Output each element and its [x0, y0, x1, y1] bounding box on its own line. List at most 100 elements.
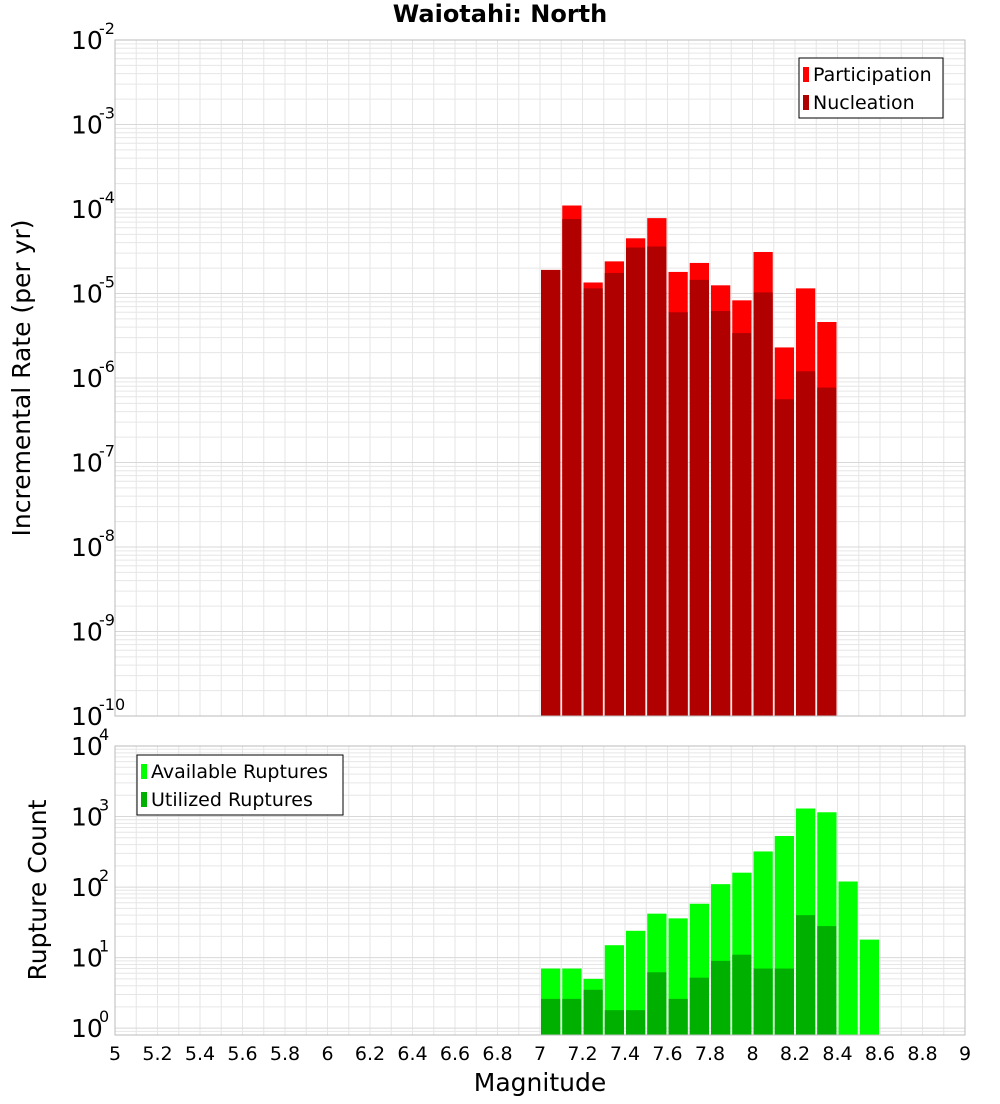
y-tick-label: 10-7 — [71, 442, 115, 478]
y-tick-base: 10 — [71, 944, 103, 973]
x-tick-label: 7 — [534, 1043, 546, 1065]
x-tick-label: 5 — [109, 1043, 121, 1065]
utilized-ruptures-bar — [732, 954, 752, 1035]
x-axis-label: Magnitude — [474, 1068, 606, 1097]
nucleation-bar — [711, 311, 731, 716]
x-tick-label: 8.2 — [780, 1043, 810, 1065]
y-tick-label: 100 — [71, 1007, 109, 1043]
y-tick-label: 10-6 — [71, 357, 115, 393]
available-ruptures-bar — [626, 930, 646, 1035]
y-tick-exponent: -4 — [99, 188, 115, 207]
legend-label: Utilized Ruptures — [151, 789, 313, 811]
y-tick-exponent: 4 — [99, 725, 109, 744]
nucleation-bar — [753, 292, 773, 716]
x-tick-label: 5.8 — [270, 1043, 300, 1065]
x-tick-label: 7.6 — [652, 1043, 682, 1065]
legend-swatch — [141, 792, 147, 807]
y-tick-exponent: -7 — [99, 442, 115, 461]
utilized-ruptures-bar — [604, 1010, 624, 1035]
utilized-ruptures-bars — [541, 915, 837, 1035]
legend-swatch — [803, 95, 809, 110]
utilized-ruptures-bar — [689, 977, 709, 1035]
y-tick-label: 10-5 — [71, 273, 115, 309]
y-tick-label: 102 — [71, 866, 109, 902]
y-tick-label: 10-4 — [71, 188, 115, 224]
x-tick-label: 9 — [959, 1043, 971, 1065]
y-tick-base: 10 — [71, 280, 103, 309]
x-tick-label: 6.4 — [397, 1043, 427, 1065]
nucleation-bar — [668, 312, 688, 716]
x-tick-label: 6.8 — [482, 1043, 512, 1065]
y-tick-base: 10 — [71, 702, 103, 731]
y-tick-label: 10-9 — [71, 611, 115, 647]
x-tick-label: 6.6 — [440, 1043, 470, 1065]
x-tick-label: 5.6 — [227, 1043, 257, 1065]
nucleation-bar — [583, 288, 603, 716]
grid-lines — [114, 40, 966, 717]
y-tick-base: 10 — [71, 618, 103, 647]
x-tick-label: 7.4 — [610, 1043, 640, 1065]
y-tick-exponent: -3 — [99, 104, 115, 123]
nucleation-bar — [774, 399, 794, 716]
y-tick-label: 104 — [71, 725, 109, 761]
legend-label: Nucleation — [813, 92, 915, 114]
utilized-ruptures-bar — [774, 968, 794, 1035]
nucleation-bar — [604, 272, 624, 716]
plot-frame — [114, 745, 966, 1036]
nucleation-bar — [732, 333, 752, 716]
available-ruptures-bar — [838, 881, 858, 1035]
utilized-ruptures-bar — [753, 968, 773, 1035]
utilized-ruptures-bar — [583, 989, 603, 1035]
x-tick-label: 7.8 — [695, 1043, 725, 1065]
utilized-ruptures-bar — [626, 1010, 646, 1035]
utilized-ruptures-bar — [541, 998, 561, 1035]
y-tick-exponent: 0 — [99, 1007, 109, 1026]
chart-title: Waiotahi: North — [393, 0, 607, 28]
nucleation-bar — [647, 246, 667, 716]
y-tick-exponent: 3 — [99, 796, 109, 815]
y-tick-base: 10 — [71, 873, 103, 902]
nucleation-bars — [541, 219, 837, 716]
y-tick-exponent: -9 — [99, 611, 115, 630]
y-tick-label: 10-10 — [71, 695, 125, 731]
x-tick-label: 8.8 — [907, 1043, 937, 1065]
y-axis-label: Incremental Rate (per yr) — [7, 220, 36, 537]
y-tick-label: 10-8 — [71, 526, 115, 562]
utilized-ruptures-bar — [562, 998, 582, 1035]
y-tick-exponent: -6 — [99, 357, 115, 376]
x-tick-label: 6.2 — [355, 1043, 385, 1065]
legend-swatch — [803, 67, 809, 82]
available-ruptures-bar — [859, 939, 879, 1035]
y-tick-label: 10-2 — [71, 19, 115, 55]
y-tick-exponent: -5 — [99, 273, 115, 292]
legend: Available Ruptures Utilized Ruptures — [136, 754, 344, 816]
x-tick-label: 5.4 — [185, 1043, 215, 1065]
y-tick-exponent: 1 — [99, 937, 109, 956]
y-tick-base: 10 — [71, 449, 103, 478]
y-tick-base: 10 — [71, 26, 103, 55]
x-tick-label: 5.2 — [142, 1043, 172, 1065]
y-tick-base: 10 — [71, 195, 103, 224]
y-tick-label: 101 — [71, 937, 109, 973]
legend-label: Participation — [813, 64, 932, 86]
y-tick-exponent: 2 — [99, 866, 109, 885]
x-tick-label: 8.6 — [865, 1043, 895, 1065]
y-tick-label: 10-3 — [71, 104, 115, 140]
utilized-ruptures-bar — [817, 926, 837, 1035]
x-tick-label: 7.2 — [567, 1043, 597, 1065]
y-tick-base: 10 — [71, 1014, 103, 1043]
y-tick-base: 10 — [71, 803, 103, 832]
y-tick-base: 10 — [71, 364, 103, 393]
x-tick-label: 8.4 — [822, 1043, 852, 1065]
legend-swatch — [141, 764, 147, 779]
legend-box — [136, 754, 344, 816]
utilized-ruptures-bar — [796, 915, 816, 1035]
y-axis-label: Rupture Count — [23, 799, 52, 980]
nucleation-bar — [689, 279, 709, 716]
x-tick-label: 6 — [321, 1043, 333, 1065]
y-tick-base: 10 — [71, 533, 103, 562]
y-tick-label: 103 — [71, 796, 109, 832]
